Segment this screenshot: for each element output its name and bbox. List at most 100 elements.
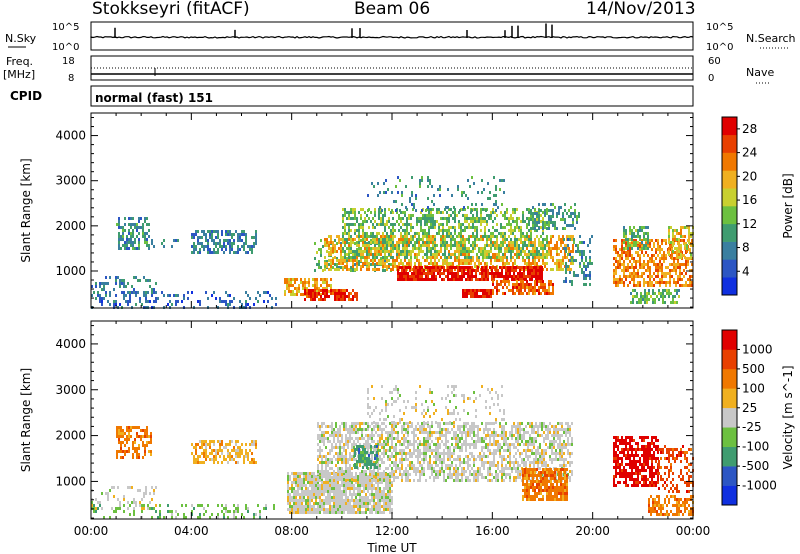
heatmap-cell: [649, 284, 651, 287]
heatmap-cell: [255, 230, 257, 233]
heatmap-cell: [502, 238, 504, 241]
heatmap-cell: [457, 272, 459, 275]
heatmap-cell: [526, 223, 528, 226]
heatmap-cell: [371, 490, 373, 493]
heatmap-cell: [325, 511, 327, 514]
heatmap-cell: [676, 289, 678, 292]
heatmap-cell: [326, 262, 328, 265]
heatmap-cell: [508, 250, 510, 253]
heatmap-cell: [651, 281, 653, 284]
heatmap-cell: [319, 499, 321, 502]
heatmap-cell: [682, 226, 684, 229]
heatmap-cell: [645, 238, 647, 241]
heatmap-cell: [169, 510, 171, 513]
heatmap-cell: [428, 238, 430, 241]
heatmap-cell: [468, 262, 470, 265]
heatmap-cell: [426, 235, 428, 238]
heatmap-cell: [406, 220, 408, 223]
heatmap-cell: [625, 278, 627, 281]
heatmap-cell: [554, 227, 556, 230]
heatmap-cell: [336, 298, 338, 301]
heatmap-cell: [215, 236, 217, 239]
heatmap-cell: [366, 232, 368, 235]
heatmap-cell: [494, 256, 496, 259]
heatmap-cell: [637, 241, 639, 244]
heatmap-cell: [322, 269, 324, 272]
heatmap-cell: [572, 262, 574, 265]
heatmap-cell: [657, 248, 659, 251]
heatmap-cell: [153, 291, 155, 294]
heatmap-cell: [645, 281, 647, 284]
heatmap-cell: [430, 247, 432, 250]
heatmap-cell: [454, 226, 456, 229]
heatmap-cell: [207, 455, 209, 458]
heatmap-cell: [471, 203, 473, 206]
beam-label: Beam 06: [354, 0, 430, 19]
heatmap-cell: [233, 251, 235, 254]
heatmap-cell: [142, 229, 144, 232]
heatmap-cell: [319, 511, 321, 514]
heatmap-cell: [343, 484, 345, 487]
heatmap-cell: [478, 256, 480, 259]
heatmap-cell: [687, 284, 689, 287]
heatmap-cell: [375, 487, 377, 490]
heatmap-cell: [661, 254, 663, 257]
heatmap-cell: [558, 268, 560, 271]
heatmap-cell: [116, 223, 118, 226]
heatmap-cell: [579, 235, 581, 238]
heatmap-cell: [365, 502, 367, 505]
heatmap-cell: [550, 203, 552, 206]
heatmap-cell: [392, 229, 394, 232]
heatmap-cell: [424, 259, 426, 262]
heatmap-cell: [363, 490, 365, 493]
heatmap-cell: [241, 303, 243, 306]
heatmap-cell: [448, 244, 450, 247]
heatmap-cell: [657, 275, 659, 278]
heatmap-cell: [141, 507, 143, 510]
heatmap-cell: [193, 248, 195, 251]
heatmap-cell: [550, 238, 552, 241]
heatmap-cell: [129, 513, 131, 516]
heatmap-cell: [475, 269, 477, 272]
heatmap-cell: [301, 484, 303, 487]
heatmap-cell: [379, 508, 381, 511]
heatmap-cell: [392, 226, 394, 229]
heatmap-cell: [534, 289, 536, 292]
heatmap-cell: [153, 492, 155, 495]
heatmap-cell: [384, 260, 386, 263]
heatmap-cell: [485, 272, 487, 275]
heatmap-cell: [241, 245, 243, 248]
heatmap-cell: [467, 197, 469, 200]
heatmap-cell: [670, 301, 672, 304]
heatmap-cell: [113, 303, 115, 306]
heatmap-cell: [635, 263, 637, 266]
heatmap-cell: [524, 286, 526, 289]
heatmap-cell: [255, 239, 257, 242]
heatmap-cell: [413, 278, 415, 281]
heatmap-cell: [685, 266, 687, 269]
heatmap-cell: [430, 217, 432, 220]
heatmap-cell: [421, 176, 423, 179]
heatmap-cell: [358, 250, 360, 253]
heatmap-cell: [394, 265, 396, 268]
heatmap-cell: [535, 275, 537, 278]
heatmap-cell: [443, 266, 445, 269]
heatmap-cell: [546, 292, 548, 295]
heatmap-cell: [432, 262, 434, 265]
heatmap-cell: [456, 250, 458, 253]
heatmap-cell: [646, 292, 648, 295]
heatmap-cell: [583, 277, 585, 280]
heatmap-cell: [581, 271, 583, 274]
heatmap-cell: [138, 232, 140, 235]
heatmap-cell: [350, 298, 352, 301]
heatmap-cell: [548, 280, 550, 283]
heatmap-cell: [568, 268, 570, 271]
heatmap-cell: [524, 238, 526, 241]
heatmap-cell: [451, 194, 453, 197]
heatmap-cell: [107, 495, 109, 498]
heatmap-cell: [221, 452, 223, 455]
heatmap-cell: [631, 238, 633, 241]
heatmap-cell: [136, 450, 138, 453]
heatmap-cell: [505, 272, 507, 275]
heatmap-cell: [171, 513, 173, 516]
